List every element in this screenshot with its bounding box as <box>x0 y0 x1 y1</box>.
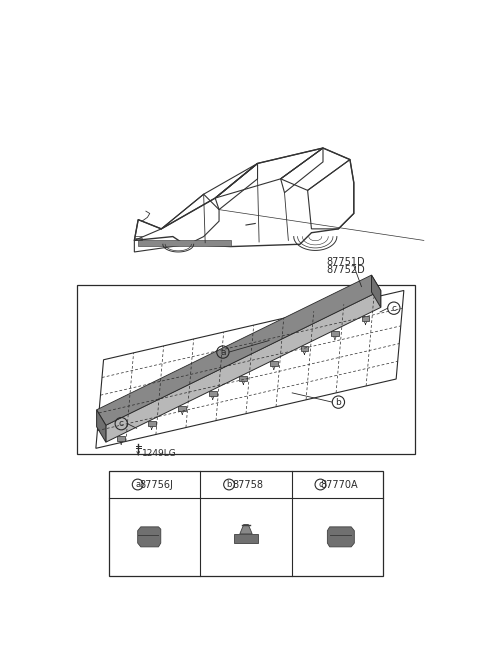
Polygon shape <box>106 291 381 442</box>
Polygon shape <box>148 421 156 426</box>
Polygon shape <box>138 240 230 246</box>
Text: 87756J: 87756J <box>139 480 173 489</box>
Polygon shape <box>331 331 339 336</box>
Polygon shape <box>209 391 216 396</box>
Polygon shape <box>361 316 369 321</box>
Text: 87758: 87758 <box>232 480 263 489</box>
Polygon shape <box>327 527 354 547</box>
Polygon shape <box>179 406 186 411</box>
Text: 87770A: 87770A <box>320 480 358 489</box>
Polygon shape <box>372 275 381 308</box>
Polygon shape <box>234 534 258 543</box>
Polygon shape <box>138 527 161 547</box>
Polygon shape <box>270 361 278 366</box>
Text: b: b <box>336 398 341 407</box>
Polygon shape <box>240 525 252 534</box>
Text: 87752D: 87752D <box>327 266 366 276</box>
Text: c: c <box>318 480 323 489</box>
Text: a: a <box>135 480 140 489</box>
Text: a: a <box>220 348 226 357</box>
Text: c: c <box>119 419 124 428</box>
Bar <box>77 285 415 455</box>
Polygon shape <box>96 410 106 442</box>
Text: 87751D: 87751D <box>327 257 365 267</box>
Text: 1249LG: 1249LG <box>142 449 177 458</box>
Polygon shape <box>300 346 308 351</box>
Text: c: c <box>391 304 396 313</box>
Polygon shape <box>117 436 125 441</box>
Polygon shape <box>96 275 381 425</box>
Polygon shape <box>240 377 247 381</box>
Bar <box>109 472 383 576</box>
Text: b: b <box>227 480 232 489</box>
